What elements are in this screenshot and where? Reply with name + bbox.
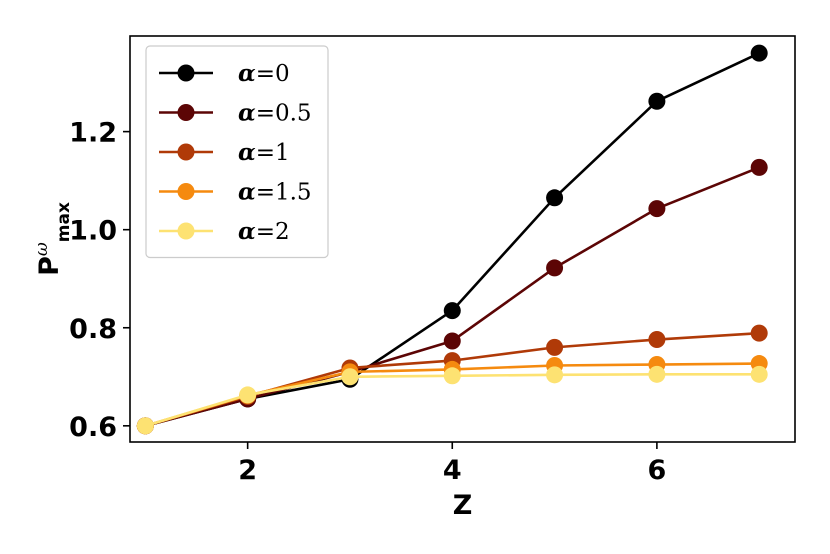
y-tick-label: 1.2 [69, 118, 117, 149]
data-point [239, 386, 257, 404]
legend-item: α=1.5 [159, 179, 312, 206]
series-4 [136, 365, 768, 435]
data-point [443, 302, 461, 320]
y-tick-label: 0.8 [69, 314, 117, 345]
legend: α=0α=0.5α=1α=1.5α=2 [145, 45, 329, 259]
y-axis-label-superscript: ω [32, 242, 52, 256]
data-point [648, 200, 666, 218]
y-axis-label-main: P [34, 256, 65, 276]
legend-label: α=0.5 [238, 100, 312, 127]
data-point [136, 417, 154, 435]
legend-label-value: =1.5 [256, 180, 312, 206]
y-tick-label: 1.0 [69, 216, 117, 247]
legend-label-symbol: α [238, 179, 256, 206]
legend-label-value: =0 [256, 61, 290, 87]
data-point [648, 331, 666, 349]
legend-items: α=0α=0.5α=1α=1.5α=2 [159, 60, 312, 245]
legend-label-symbol: α [238, 100, 256, 127]
x-axis-label: Z [453, 490, 473, 521]
legend-label-value: =2 [256, 219, 290, 245]
legend-label: α=1.5 [238, 179, 312, 206]
x-tick-label: 6 [647, 455, 666, 486]
data-point [443, 332, 461, 350]
legend-marker [177, 104, 195, 121]
x-tick-label: 2 [238, 455, 257, 486]
data-point [750, 158, 768, 176]
legend-label-symbol: α [238, 139, 256, 166]
legend-box [145, 45, 329, 259]
x-tick-label: 4 [443, 455, 462, 486]
series-layer [136, 44, 768, 435]
legend-marker [177, 222, 195, 240]
data-point [750, 324, 768, 342]
y-axis-label: Pωmax [32, 202, 74, 276]
legend-label: α=0 [238, 60, 290, 87]
data-point [546, 338, 564, 356]
legend-label-symbol: α [238, 60, 256, 87]
legend-item: α=1 [159, 139, 290, 166]
data-point [546, 259, 564, 277]
data-point [443, 367, 461, 385]
legend-label: α=1 [238, 139, 290, 166]
y-axis-label-subscript: max [54, 202, 74, 242]
legend-label-value: =1 [256, 140, 290, 166]
legend-label-value: =0.5 [256, 101, 312, 127]
legend-item: α=0.5 [159, 100, 312, 127]
legend-label: α=2 [238, 218, 290, 245]
legend-marker [177, 64, 195, 82]
data-point [546, 366, 564, 384]
data-point [750, 365, 768, 383]
ticks-layer: 2 4 6 0.6 0.8 1.0 1.2 [69, 118, 666, 486]
legend-label-symbol: α [238, 218, 256, 245]
series-3 [136, 355, 768, 435]
data-point [341, 368, 359, 386]
data-point [750, 44, 768, 62]
legend-item: α=0 [159, 60, 290, 87]
data-point [648, 92, 666, 110]
legend-item: α=2 [159, 218, 290, 245]
legend-marker [177, 143, 195, 161]
legend-marker [177, 183, 195, 200]
plot-frame [129, 35, 796, 443]
data-point [648, 365, 666, 383]
y-tick-label: 0.6 [69, 412, 117, 443]
data-point [546, 189, 564, 207]
